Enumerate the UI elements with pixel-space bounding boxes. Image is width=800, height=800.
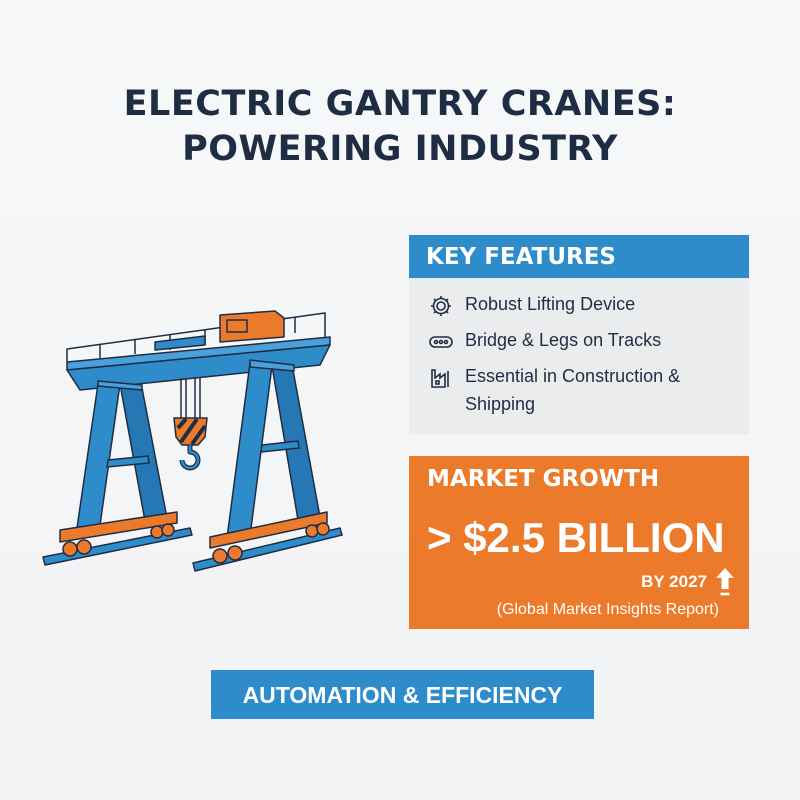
feature-item: Essential in Construction & Shipping bbox=[429, 362, 719, 418]
gear-icon bbox=[431, 296, 451, 316]
feature-item: Robust Lifting Device bbox=[429, 290, 635, 318]
feature-label: Bridge & Legs on Tracks bbox=[465, 330, 662, 350]
automation-banner: AUTOMATION & EFFICIENCY bbox=[211, 670, 594, 719]
key-features-heading: KEY FEATURES bbox=[409, 235, 749, 278]
market-year: BY 2027 bbox=[641, 572, 707, 591]
feature-item: Bridge & Legs on Tracks bbox=[429, 326, 661, 354]
market-growth-heading: MARKET GROWTH bbox=[427, 466, 660, 492]
page-title: ELECTRIC GANTRY CRANES: POWERING INDUSTR… bbox=[0, 82, 800, 172]
factory-icon bbox=[431, 369, 449, 388]
market-value: > $2.5 BILLION bbox=[427, 514, 725, 561]
track-icon bbox=[429, 336, 453, 348]
market-growth-panel: MARKET GROWTH > $2.5 BILLION BY 2027 (Gl… bbox=[409, 456, 749, 629]
arrow-up-icon bbox=[716, 568, 734, 596]
key-features-panel: KEY FEATURES Robust Lifting Device Bridg… bbox=[409, 235, 749, 434]
market-source: (Global Market Insights Report) bbox=[496, 601, 719, 618]
gantry-crane-illustration bbox=[42, 310, 343, 572]
title-line-1: ELECTRIC GANTRY CRANES: bbox=[123, 84, 677, 124]
feature-label: Robust Lifting Device bbox=[465, 294, 636, 314]
title-line-2: POWERING INDUSTRY bbox=[182, 129, 618, 169]
feature-label: Essential in Construction & Shipping bbox=[465, 366, 681, 414]
